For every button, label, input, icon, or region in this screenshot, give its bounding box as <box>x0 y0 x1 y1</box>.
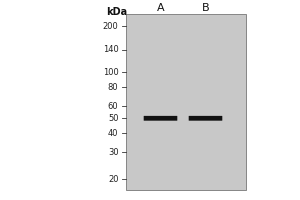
Text: 20: 20 <box>108 175 119 184</box>
Text: 60: 60 <box>108 102 119 111</box>
Text: kDa: kDa <box>106 7 128 17</box>
Text: 100: 100 <box>103 68 118 77</box>
Text: A: A <box>157 3 164 13</box>
Text: 30: 30 <box>108 148 119 157</box>
Text: 200: 200 <box>103 22 118 31</box>
Text: 50: 50 <box>108 114 119 123</box>
Text: 140: 140 <box>103 45 118 54</box>
Text: B: B <box>202 3 209 13</box>
Text: 40: 40 <box>108 129 119 138</box>
Text: 80: 80 <box>108 83 119 92</box>
